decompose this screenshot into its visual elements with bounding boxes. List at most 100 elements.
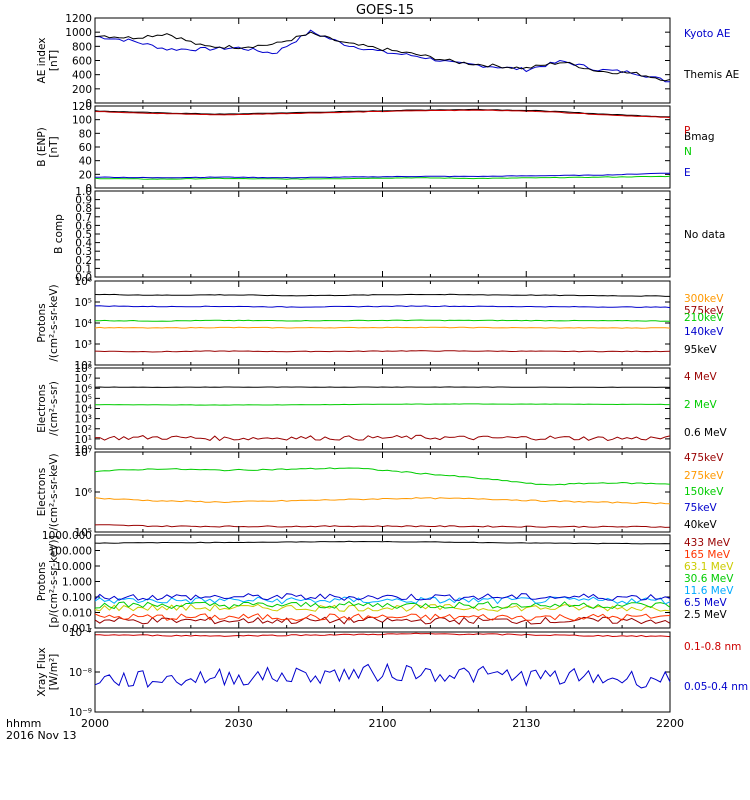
x-tick-label: 2100 (369, 717, 397, 730)
series-line-0-05-0-4-nm (94, 662, 671, 689)
y-tick-label: 10⁵ (74, 393, 92, 405)
series-line-210kev (95, 319, 671, 322)
panel-electrons_high: 10⁰10¹10²10³10⁴10⁵10⁶10⁷10⁸Electrons/(cm… (36, 363, 728, 456)
panel-bcomp: 0.00.10.20.30.40.50.60.70.80.91.0 B comp N… (53, 186, 725, 284)
y-tick-label: 60 (79, 142, 92, 154)
y-tick-label: 10⁻⁸ (69, 667, 92, 679)
y-tick-label: 10⁵ (74, 297, 92, 309)
legend-0-6-mev: 0.6 MeV (684, 427, 728, 439)
legend-2-5-mev: 2.5 MeV (684, 609, 728, 621)
series-line-11-6-mev (94, 596, 671, 605)
y-tick-label: 10⁸ (74, 363, 92, 375)
legend-6-5-mev: 6.5 MeV (684, 597, 728, 609)
y-tick-label: 800 (72, 41, 92, 53)
y-tick-label: 100 (72, 115, 92, 127)
y-tick-label: 0.010 (62, 608, 92, 620)
legend-0-1-0-8-nm: 0.1-0.8 nm (684, 641, 741, 653)
panel-xray: 10⁻⁹ 10⁻⁸ 10⁻⁷ Xray Flux [W/m²] 0.1-0.8 nm 0.0… (36, 627, 748, 719)
y-axis-label: [nT] (48, 50, 60, 71)
y-tick-label: 0.4 (75, 238, 92, 250)
panel-electrons_low: 10⁵ 10⁶ 10⁷ Electrons/(cm²-s-sr-keV) 475keV 2… (36, 447, 724, 539)
y-tick-label: 600 (72, 56, 92, 68)
y-tick-label: 10⁷ (74, 447, 92, 459)
x-tick-label: 2130 (512, 717, 540, 730)
y-tick-label: 10⁵ (74, 527, 92, 539)
legend-p: P (684, 125, 690, 137)
legend-kyoto-ae: Kyoto AE (684, 28, 730, 40)
y-axis-label: Electrons (36, 384, 48, 433)
y-tick-label: 10⁶ (74, 383, 92, 395)
y-tick-label: 0.2 (75, 255, 92, 267)
legend-63-1-mev: 63.1 MeV (684, 561, 734, 573)
legend-4-mev: 4 MeV (684, 371, 718, 383)
y-tick-label: 10³ (74, 339, 92, 351)
y-tick-label: 10⁻⁹ (69, 707, 92, 719)
y-tick-label: 0.001 (62, 623, 92, 635)
legend-n: N (684, 146, 692, 158)
y-tick-label: 10⁷ (74, 373, 92, 385)
y-axis-label: B comp (53, 214, 65, 254)
series-line-4-mev (95, 434, 671, 442)
legend-75kev: 75keV (684, 502, 718, 514)
legend-11-6-mev: 11.6 MeV (684, 585, 734, 597)
series-line-140kev (94, 305, 671, 309)
y-axis-label: B (ENP) (36, 127, 48, 167)
series-line-575kev (94, 350, 671, 353)
y-tick-label: 1200 (65, 13, 92, 25)
legend-2-mev: 2 MeV (684, 399, 718, 411)
series-line-e (94, 172, 670, 179)
series-line-63-1-mev (94, 603, 671, 612)
legend-e: E (684, 167, 691, 179)
series-line-0-6-mev (94, 386, 671, 388)
legend-575kev: 575keV (684, 305, 724, 317)
y-tick-label: 1.0 (75, 186, 92, 198)
legend-300kev: 300keV (684, 293, 724, 305)
y-tick-label: 10² (74, 424, 92, 436)
legend-275kev: 275keV (684, 470, 724, 482)
series-line-6-5-mev (94, 593, 671, 601)
time-axis: 2000 2030 2100 2130 2200 (81, 18, 684, 730)
legend-150kev: 150keV (684, 486, 724, 498)
legend-475kev: 475keV (684, 452, 724, 464)
y-tick-label: 0.6 (75, 220, 92, 232)
y-tick-label: 40 (79, 156, 92, 168)
legend-165-mev: 165 MeV (684, 549, 731, 561)
y-axis-label: [p/(cm²-s-sr-keV)] (48, 535, 60, 627)
y-tick-label: 0.9 (75, 195, 92, 207)
panel-frame (94, 280, 671, 366)
series-line-165-mev (94, 613, 671, 622)
panel-frame (94, 190, 671, 278)
legend-0-05-0-4-nm: 0.05-0.4 nm (684, 681, 748, 693)
y-tick-label: 0 (85, 98, 92, 110)
x-tick-label: 2030 (225, 717, 253, 730)
x-tick-label: 2000 (81, 717, 109, 730)
series-line-300kev (94, 326, 671, 329)
y-tick-label: 10⁻⁷ (69, 627, 92, 639)
panel-protons_low: 10² 10³ 10⁴ 10⁵ 10⁶ Protons/(cm²-s-sr-keV) 575… (36, 276, 724, 372)
y-tick-label: 1000 (65, 27, 92, 39)
y-tick-label: 0.3 (75, 246, 92, 258)
y-axis-label: Protons (36, 562, 48, 601)
legend-433-mev: 433 MeV (684, 537, 731, 549)
y-tick-label: 1.000 (62, 577, 92, 589)
y-tick-label: 10⁴ (74, 404, 92, 416)
y-tick-label: 10⁶ (74, 487, 92, 499)
series-line-275kev (94, 497, 671, 505)
series-line-2-5-mev (94, 540, 671, 545)
y-tick-label: 120 (72, 101, 92, 113)
panel-frame (94, 451, 671, 533)
panel-frame (94, 105, 671, 189)
legend-140kev: 140keV (684, 326, 724, 338)
no-data-note: No data (684, 229, 725, 241)
y-tick-label: 0.1 (75, 263, 92, 275)
y-axis-label: [W/m²] (48, 654, 60, 691)
y-tick-label: 10¹ (74, 434, 92, 446)
y-tick-label: 0.5 (75, 229, 92, 241)
y-tick-label: 400 (72, 70, 92, 82)
y-tick-label: 0.0 (75, 272, 92, 284)
y-tick-label: 10³ (74, 414, 92, 426)
y-axis-label: AE index (36, 38, 48, 84)
y-tick-label: 20 (79, 169, 92, 181)
